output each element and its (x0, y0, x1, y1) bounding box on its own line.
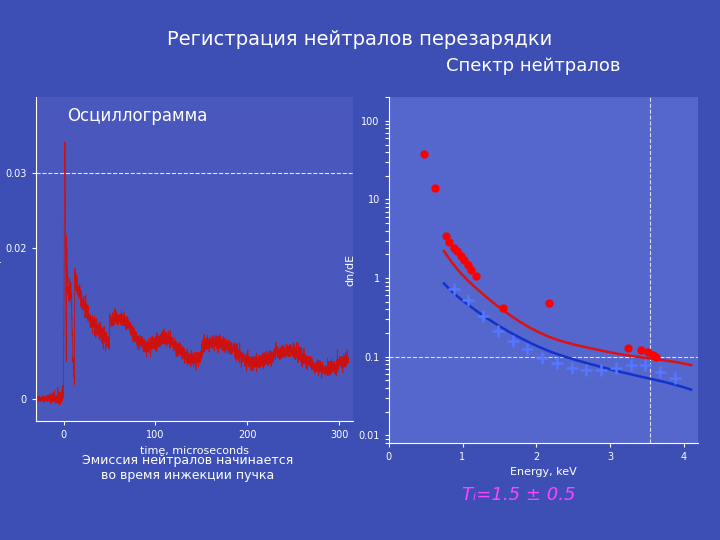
Text: Регистрация нейтралов перезарядки: Регистрация нейтралов перезарядки (167, 30, 553, 49)
X-axis label: Energy, keV: Energy, keV (510, 468, 577, 477)
X-axis label: time, microseconds: time, microseconds (140, 446, 249, 456)
Text: Эмиссия нейтралов начинается
во время инжекции пучка: Эмиссия нейтралов начинается во время ин… (81, 454, 293, 482)
Text: Спектр нейтралов: Спектр нейтралов (446, 57, 620, 75)
Y-axis label: dn/dE: dn/dE (346, 254, 356, 286)
Y-axis label: U, V: U, V (0, 248, 3, 271)
Text: Осциллограмма: Осциллограмма (67, 107, 207, 125)
Text: Tᵢ=1.5 ± 0.5: Tᵢ=1.5 ± 0.5 (462, 486, 575, 504)
